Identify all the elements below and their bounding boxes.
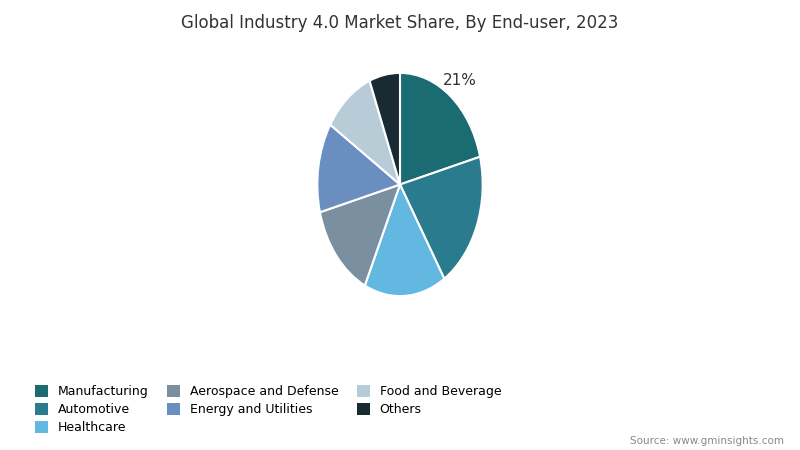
Wedge shape [400, 73, 480, 184]
Wedge shape [400, 157, 482, 279]
Title: Global Industry 4.0 Market Share, By End-user, 2023: Global Industry 4.0 Market Share, By End… [182, 14, 618, 32]
Text: 21%: 21% [443, 73, 477, 88]
Wedge shape [370, 73, 400, 184]
Legend: Manufacturing, Automotive, Healthcare, Aerospace and Defense, Energy and Utiliti: Manufacturing, Automotive, Healthcare, A… [30, 380, 506, 439]
Text: Source: www.gminsights.com: Source: www.gminsights.com [630, 436, 784, 446]
Wedge shape [365, 184, 444, 296]
Wedge shape [318, 125, 400, 212]
Wedge shape [320, 184, 400, 285]
Wedge shape [330, 81, 400, 184]
